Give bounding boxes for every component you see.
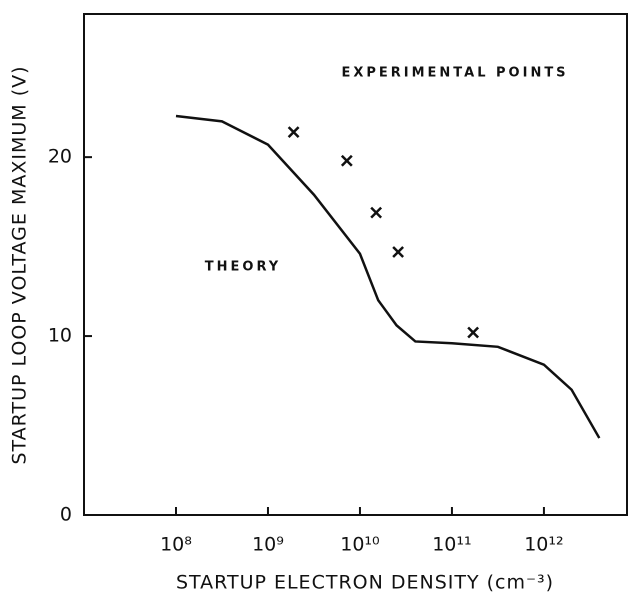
marker-stroke [392, 246, 405, 258]
y-axis-label: STARTUP LOOP VOLTAGE MAXIMUM (V) [9, 65, 31, 464]
annotation: EXPERIMENTAL POINTS [341, 66, 568, 81]
x-axis-label: STARTUP ELECTRON DENSITY (cm⁻³) [176, 572, 554, 594]
marker-stroke [340, 154, 353, 167]
y-tick-label: 10 [48, 325, 72, 347]
x-tick-label: 10¹¹ [432, 534, 471, 556]
data-point [340, 154, 353, 167]
annotation: THEORY [205, 260, 281, 275]
y-tick-label: 20 [48, 146, 72, 168]
x-tick-label: 10⁹ [252, 534, 284, 556]
theory-line [175, 114, 601, 439]
marker-stroke [370, 206, 383, 219]
y-tick-label: 0 [60, 504, 72, 526]
marker-stroke [467, 326, 480, 339]
x-tick-label: 10⁸ [160, 534, 192, 556]
data-point [370, 206, 383, 219]
marker-stroke [287, 126, 300, 138]
plot-frame [83, 13, 628, 516]
data-point [467, 326, 480, 339]
x-tick-label: 10¹⁰ [340, 534, 379, 556]
data-point [287, 126, 300, 138]
data-point [392, 246, 405, 258]
x-tick-label: 10¹² [524, 534, 563, 556]
